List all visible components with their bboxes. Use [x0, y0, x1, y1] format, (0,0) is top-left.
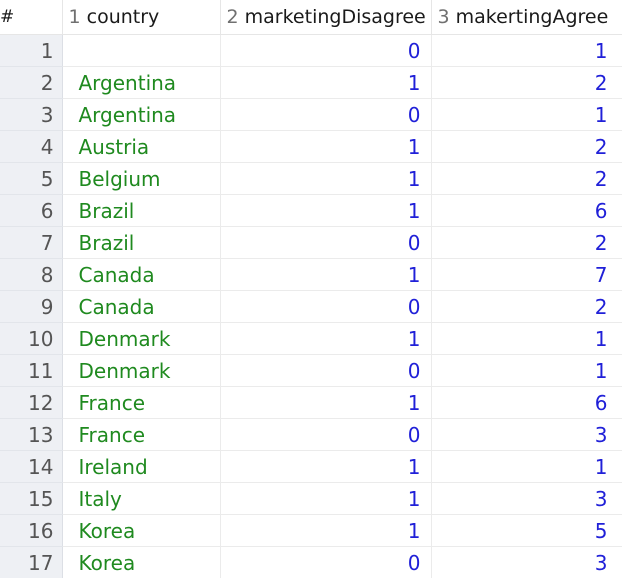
- cell-marketing-disagree[interactable]: 1: [220, 194, 432, 227]
- row-number[interactable]: 11: [0, 354, 63, 387]
- cell-makerting-agree[interactable]: 1: [431, 34, 622, 67]
- table-row[interactable]: 14 Ireland 1 1: [0, 450, 622, 483]
- cell-marketing-disagree[interactable]: 1: [220, 258, 432, 291]
- row-number[interactable]: 9: [0, 290, 63, 323]
- cell-marketing-disagree[interactable]: 1: [220, 162, 432, 195]
- cell-makerting-agree[interactable]: 2: [431, 130, 622, 163]
- table-row[interactable]: 8 Canada 1 7: [0, 258, 622, 291]
- column-header-marketing-disagree[interactable]: 2 marketingDisagree: [220, 0, 432, 35]
- row-number[interactable]: 10: [0, 322, 63, 355]
- cell-marketing-disagree[interactable]: 1: [220, 66, 432, 99]
- cell-marketing-disagree[interactable]: 1: [220, 322, 432, 355]
- row-number[interactable]: 16: [0, 514, 63, 547]
- row-number[interactable]: 12: [0, 386, 63, 419]
- cell-marketing-disagree[interactable]: 0: [220, 546, 432, 578]
- cell-country[interactable]: Denmark: [62, 322, 221, 355]
- rownum-header[interactable]: #: [0, 0, 63, 35]
- cell-makerting-agree[interactable]: 3: [431, 546, 622, 578]
- cell-marketing-disagree[interactable]: 0: [220, 34, 432, 67]
- column-index: 1: [68, 6, 81, 28]
- cell-marketing-disagree[interactable]: 0: [220, 354, 432, 387]
- cell-country[interactable]: France: [62, 418, 221, 451]
- cell-makerting-agree[interactable]: 1: [431, 450, 622, 483]
- row-number[interactable]: 1: [0, 34, 63, 67]
- cell-makerting-agree[interactable]: 5: [431, 514, 622, 547]
- cell-makerting-agree[interactable]: 3: [431, 482, 622, 515]
- cell-country[interactable]: Austria: [62, 130, 221, 163]
- table-row[interactable]: 13 France 0 3: [0, 418, 622, 451]
- cell-country[interactable]: Canada: [62, 290, 221, 323]
- row-number[interactable]: 5: [0, 162, 63, 195]
- cell-marketing-disagree[interactable]: 1: [220, 386, 432, 419]
- cell-country[interactable]: Argentina: [62, 98, 221, 131]
- table-row[interactable]: 6 Brazil 1 6: [0, 194, 622, 227]
- column-header-makerting-agree[interactable]: 3 makertingAgree: [431, 0, 622, 35]
- table-row[interactable]: 9 Canada 0 2: [0, 290, 622, 323]
- cell-country[interactable]: Korea: [62, 514, 221, 547]
- cell-marketing-disagree[interactable]: 1: [220, 482, 432, 515]
- cell-marketing-disagree[interactable]: 0: [220, 290, 432, 323]
- cell-country[interactable]: Brazil: [62, 226, 221, 259]
- cell-country[interactable]: Ireland: [62, 450, 221, 483]
- cell-marketing-disagree[interactable]: 1: [220, 450, 432, 483]
- table-row[interactable]: 12 France 1 6: [0, 386, 622, 419]
- cell-country[interactable]: Belgium: [62, 162, 221, 195]
- row-number[interactable]: 14: [0, 450, 63, 483]
- column-header-country[interactable]: 1 country: [62, 0, 221, 35]
- table-row[interactable]: 11 Denmark 0 1: [0, 354, 622, 387]
- cell-country[interactable]: Argentina: [62, 66, 221, 99]
- column-label: marketingDisagree: [244, 6, 426, 28]
- table-row[interactable]: 17 Korea 0 3: [0, 546, 622, 578]
- cell-makerting-agree[interactable]: 2: [431, 66, 622, 99]
- table-row[interactable]: 2 Argentina 1 2: [0, 66, 622, 99]
- row-number[interactable]: 15: [0, 482, 63, 515]
- cell-marketing-disagree[interactable]: 0: [220, 98, 432, 131]
- row-number[interactable]: 13: [0, 418, 63, 451]
- cell-country[interactable]: [62, 34, 221, 67]
- cell-makerting-agree[interactable]: 2: [431, 162, 622, 195]
- column-index: 3: [437, 6, 450, 28]
- table-row[interactable]: 5 Belgium 1 2: [0, 162, 622, 195]
- cell-makerting-agree[interactable]: 2: [431, 226, 622, 259]
- cell-makerting-agree[interactable]: 6: [431, 386, 622, 419]
- column-label: country: [86, 6, 160, 28]
- cell-makerting-agree[interactable]: 3: [431, 418, 622, 451]
- cell-marketing-disagree[interactable]: 1: [220, 514, 432, 547]
- table-row[interactable]: 16 Korea 1 5: [0, 514, 622, 547]
- cell-makerting-agree[interactable]: 6: [431, 194, 622, 227]
- cell-makerting-agree[interactable]: 1: [431, 354, 622, 387]
- row-number[interactable]: 8: [0, 258, 63, 291]
- cell-makerting-agree[interactable]: 1: [431, 322, 622, 355]
- header-row: # 1 country 2 marketingDisagree 3 makert…: [0, 0, 622, 35]
- column-label: makertingAgree: [455, 6, 609, 28]
- row-number[interactable]: 17: [0, 546, 63, 578]
- row-number[interactable]: 6: [0, 194, 63, 227]
- table-row[interactable]: 7 Brazil 0 2: [0, 226, 622, 259]
- row-number[interactable]: 2: [0, 66, 63, 99]
- row-number[interactable]: 7: [0, 226, 63, 259]
- cell-country[interactable]: France: [62, 386, 221, 419]
- cell-marketing-disagree[interactable]: 0: [220, 418, 432, 451]
- row-number[interactable]: 3: [0, 98, 63, 131]
- table-row[interactable]: 3 Argentina 0 1: [0, 98, 622, 131]
- cell-makerting-agree[interactable]: 7: [431, 258, 622, 291]
- cell-country[interactable]: Canada: [62, 258, 221, 291]
- table-row[interactable]: 15 Italy 1 3: [0, 482, 622, 515]
- cell-country[interactable]: Korea: [62, 546, 221, 578]
- row-number[interactable]: 4: [0, 130, 63, 163]
- cell-marketing-disagree[interactable]: 1: [220, 130, 432, 163]
- cell-country[interactable]: Italy: [62, 482, 221, 515]
- table-row[interactable]: 4 Austria 1 2: [0, 130, 622, 163]
- column-index: 2: [226, 6, 239, 28]
- cell-makerting-agree[interactable]: 2: [431, 290, 622, 323]
- table-row[interactable]: 10 Denmark 1 1: [0, 322, 622, 355]
- cell-country[interactable]: Denmark: [62, 354, 221, 387]
- cell-makerting-agree[interactable]: 1: [431, 98, 622, 131]
- cell-marketing-disagree[interactable]: 0: [220, 226, 432, 259]
- cell-country[interactable]: Brazil: [62, 194, 221, 227]
